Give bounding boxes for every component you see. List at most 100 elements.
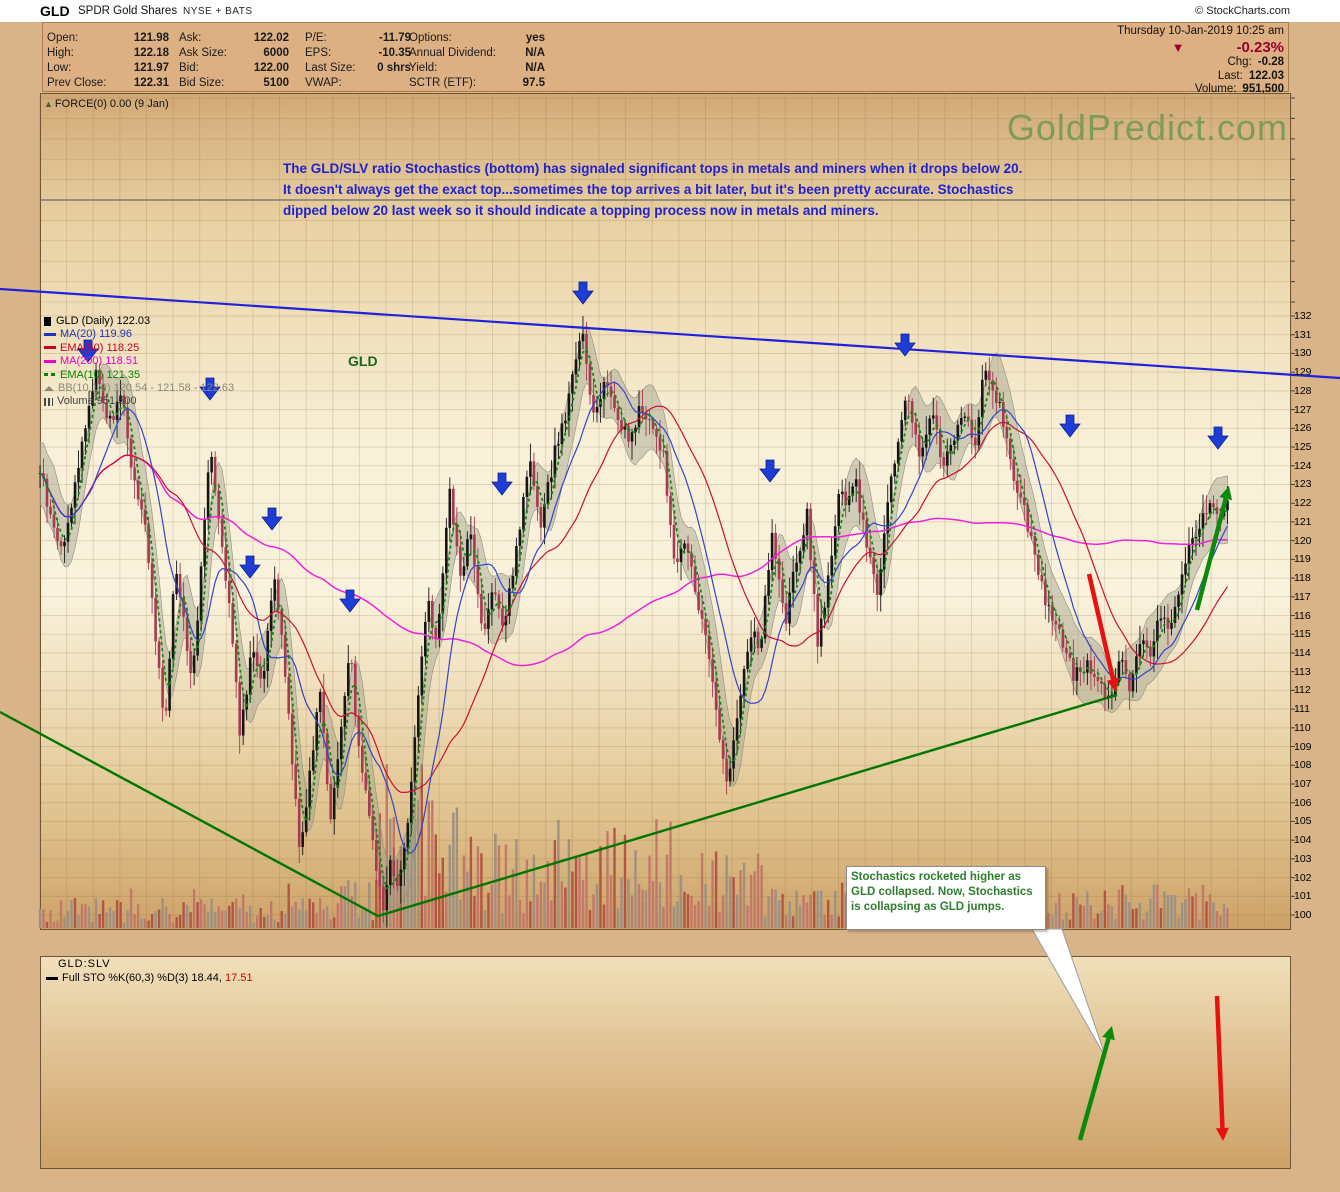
candle-body [396,876,399,886]
candle-body [1030,531,1033,537]
volume-bar [546,861,550,928]
candle-body [280,609,283,635]
volume-bar [249,905,252,928]
candle-body [206,472,210,520]
candle-body [1205,513,1208,515]
candle-body [1184,563,1187,575]
candle-body [63,541,66,547]
volume-bar [749,874,753,928]
volume-bar [1149,898,1152,928]
candle-body [875,574,879,595]
volume-bar [119,902,122,928]
volume-bar [1145,911,1149,928]
candle-body [627,425,630,442]
candle-body [368,790,371,816]
volume-bar [816,890,819,928]
quote-row: Options: yes [409,31,545,46]
candle-body [697,591,700,611]
candle-body [357,715,361,746]
volume-bar [630,895,634,928]
candle-body [301,832,304,847]
percent-change: ▼ -0.23% [1034,39,1284,56]
quote-datetime: Thursday 10-Jan-2019 10:25 am [1117,25,1284,37]
volume-bar [291,906,294,928]
candle-body [942,457,946,466]
volume-bar [592,894,595,928]
goldpredict-watermark: GoldPredict.com [1006,107,1288,148]
candle-body [231,603,234,644]
volume-bar [490,884,494,928]
candle-body [262,671,266,679]
volume-bar [221,910,224,928]
candle-body [900,420,903,442]
volume-bar [1184,899,1187,928]
volume-bar [497,845,501,928]
volume-bar [203,904,206,928]
legend-item-text: MA(200) 118.51 [60,355,139,368]
volume-bar [168,914,171,928]
candle-body [378,871,382,887]
quote-row: Ask: 122.02 [179,31,289,46]
candle-body [742,669,746,696]
volume-bar [665,854,669,928]
candle-body [459,546,462,576]
candle-body [707,635,711,659]
candle-body [1023,497,1026,505]
volume-bar [466,871,469,928]
candle-body [238,682,241,736]
candle-body [252,652,255,658]
quote-row: EPS: -10.35 [305,46,411,61]
main-chart-canvas[interactable] [0,0,1340,952]
main-price-panel[interactable] [40,93,1291,930]
volume-bar [133,914,136,928]
volume-bar [385,764,388,928]
volume-bar [805,902,809,928]
volume-bar [1054,902,1058,928]
candle-body [732,740,735,769]
quote-status-block: Thursday 10-Jan-2019 10:25 am ▼ -0.23% Ch… [1034,24,1284,97]
stochastic-chart-canvas[interactable] [0,952,1340,1192]
volume-bar [1058,893,1061,928]
volume-bar [441,857,444,928]
candle-body [399,869,403,886]
candle-body [325,733,329,785]
candle-body [445,527,448,574]
volume-bar [529,901,532,928]
candle-body [1145,640,1149,647]
legend-item: EMA(10) 121.35 [44,369,234,382]
candle-body [119,395,122,402]
candle-body [784,603,788,624]
volume-bar [340,885,343,928]
volume-bar [147,920,150,928]
candle-body [557,444,560,446]
candle-body [354,663,357,716]
candle-body [648,419,651,421]
candle-body [515,546,518,576]
candle-body [1058,624,1061,630]
quote-field-label: EPS: [305,47,332,59]
volume-bar [798,905,802,928]
quote-field-label: Last Size: [305,62,356,74]
volume-bar [122,923,126,928]
volume-bar [690,896,693,928]
candle-body [417,695,420,738]
volume-bar [1142,919,1145,928]
candle-body [52,514,56,528]
candle-body [382,886,385,911]
volume-bar [588,909,592,928]
candle-body [413,737,417,782]
volume-bar [711,860,714,928]
candle-body [508,588,511,617]
blue-down-arrow [1059,414,1081,438]
volume-bar [834,890,837,928]
volume-bar [375,879,378,928]
candle-body [98,369,101,385]
candle-body [199,566,203,621]
volume-bar [452,812,455,928]
volume-bar [77,914,80,928]
volume-bar [1159,907,1163,928]
candle-body [949,445,953,452]
candle-body [644,412,648,420]
volume-bar [721,895,725,928]
candle-body [483,623,487,629]
